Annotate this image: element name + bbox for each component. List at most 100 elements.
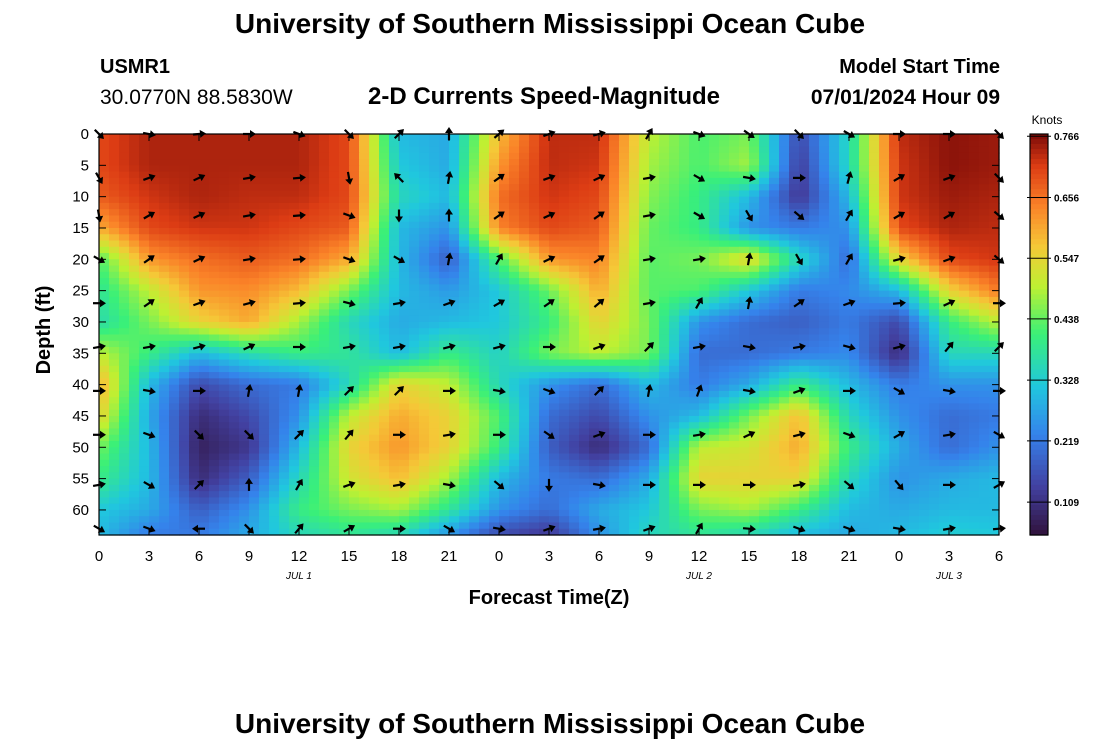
heatmap-cell <box>709 390 720 398</box>
heatmap-cell <box>349 422 360 430</box>
heatmap-cell <box>889 353 900 361</box>
heatmap-cell <box>409 146 420 154</box>
heatmap-cell <box>759 372 770 379</box>
heatmap-cell <box>639 284 650 292</box>
heatmap-cell <box>799 384 810 392</box>
heatmap-cell <box>519 428 530 436</box>
heatmap-cell <box>649 409 660 417</box>
heatmap-cell <box>729 140 740 148</box>
heatmap-cell <box>449 409 460 417</box>
heatmap-cell <box>709 365 720 373</box>
heatmap-cell <box>159 159 170 166</box>
heatmap-cell <box>299 278 310 285</box>
heatmap-cell <box>509 334 520 342</box>
heatmap-cell <box>709 459 720 467</box>
heatmap-cell <box>119 328 130 336</box>
heatmap-cell <box>239 165 250 173</box>
heatmap-cell <box>689 278 700 285</box>
heatmap-cell <box>249 334 260 342</box>
heatmap-cell <box>259 246 270 254</box>
heatmap-cell <box>569 372 580 379</box>
heatmap-cell <box>509 278 520 285</box>
heatmap-cell <box>929 265 940 273</box>
heatmap-cell <box>239 466 250 473</box>
heatmap-cell <box>899 165 910 173</box>
heatmap-cell <box>409 227 420 235</box>
heatmap-cell <box>979 397 990 405</box>
heatmap-cell <box>379 359 390 367</box>
heatmap-cell <box>889 196 900 204</box>
heatmap-cell <box>779 321 790 329</box>
heatmap-cell <box>319 422 330 430</box>
heatmap-cell <box>629 234 640 242</box>
heatmap-cell <box>539 246 550 254</box>
heatmap-cell <box>879 215 890 223</box>
heatmap-cell <box>149 422 160 430</box>
heatmap-cell <box>309 315 320 323</box>
heatmap-cell <box>579 378 590 386</box>
heatmap-cell <box>859 321 870 329</box>
heatmap-cell <box>599 472 610 480</box>
heatmap-cell <box>209 409 220 417</box>
heatmap-cell <box>629 215 640 223</box>
heatmap-cell <box>589 466 600 473</box>
heatmap-cell <box>649 259 660 267</box>
heatmap-cell <box>659 202 670 210</box>
heatmap-cell <box>399 209 410 217</box>
heatmap-cell <box>459 165 470 173</box>
heatmap-cell <box>379 478 390 486</box>
heatmap-cell <box>559 453 570 461</box>
heatmap-cell <box>479 246 490 254</box>
heatmap-cell <box>529 284 540 292</box>
heatmap-cell <box>209 290 220 298</box>
heatmap-cell <box>659 278 670 285</box>
heatmap-cell <box>189 271 200 279</box>
heatmap-cell <box>429 152 440 160</box>
heatmap-cell <box>639 415 650 423</box>
heatmap-cell <box>539 390 550 398</box>
heatmap-cell <box>519 378 530 386</box>
heatmap-cell <box>449 265 460 273</box>
heatmap-cell <box>389 347 400 354</box>
heatmap-cell <box>449 422 460 430</box>
heatmap-cell <box>619 472 630 480</box>
heatmap-cell <box>809 472 820 480</box>
heatmap-cell <box>159 146 170 154</box>
heatmap-cell <box>399 321 410 329</box>
heatmap-cell <box>329 447 340 455</box>
heatmap-cell <box>659 365 670 373</box>
heatmap-cell <box>389 447 400 455</box>
heatmap-cell <box>349 240 360 248</box>
heatmap-cell <box>109 347 120 354</box>
heatmap-cell <box>779 227 790 235</box>
heatmap-cell <box>389 472 400 480</box>
heatmap-cell <box>279 359 290 367</box>
heatmap-cell <box>149 428 160 436</box>
heatmap-cell <box>189 397 200 405</box>
heatmap-cell <box>709 284 720 292</box>
heatmap-cell <box>809 259 820 267</box>
heatmap-cell <box>189 309 200 317</box>
heatmap-cell <box>989 190 1000 198</box>
heatmap-cell <box>369 478 380 486</box>
heatmap-cell <box>819 265 830 273</box>
heatmap-cell <box>309 397 320 405</box>
heatmap-cell <box>979 353 990 361</box>
heatmap-cell <box>769 434 780 442</box>
heatmap-cell <box>689 246 700 254</box>
heatmap-cell <box>339 378 350 386</box>
heatmap-cell <box>479 202 490 210</box>
heatmap-cell <box>679 159 690 166</box>
heatmap-cell <box>989 303 1000 311</box>
heatmap-cell <box>249 441 260 448</box>
heatmap-cell <box>979 246 990 254</box>
heatmap-cell <box>619 253 630 260</box>
heatmap-cell <box>689 184 700 191</box>
heatmap-cell <box>829 472 840 480</box>
heatmap-cell <box>309 453 320 461</box>
heatmap-cell <box>389 415 400 423</box>
heatmap-cell <box>589 447 600 455</box>
heatmap-cell <box>149 196 160 204</box>
heatmap-cell <box>749 459 760 467</box>
heatmap-cell <box>319 290 330 298</box>
